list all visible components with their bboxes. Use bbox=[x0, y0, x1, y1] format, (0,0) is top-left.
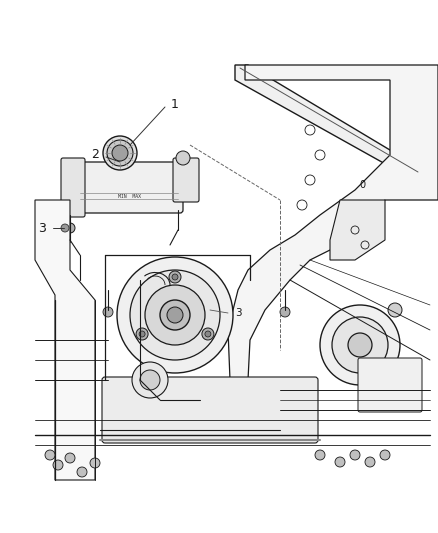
Circle shape bbox=[332, 317, 388, 373]
FancyBboxPatch shape bbox=[61, 158, 85, 217]
Circle shape bbox=[169, 271, 181, 283]
Circle shape bbox=[348, 333, 372, 357]
Text: 3: 3 bbox=[235, 308, 241, 318]
Circle shape bbox=[320, 305, 400, 385]
Circle shape bbox=[315, 450, 325, 460]
Circle shape bbox=[90, 458, 100, 468]
Circle shape bbox=[205, 331, 211, 337]
Circle shape bbox=[132, 362, 168, 398]
Circle shape bbox=[365, 457, 375, 467]
Circle shape bbox=[53, 460, 63, 470]
Circle shape bbox=[335, 457, 345, 467]
Circle shape bbox=[117, 257, 233, 373]
Text: 2: 2 bbox=[91, 149, 99, 161]
Text: MIN  MAX: MIN MAX bbox=[117, 193, 141, 198]
Circle shape bbox=[172, 274, 178, 280]
Circle shape bbox=[103, 136, 137, 170]
Circle shape bbox=[65, 453, 75, 463]
Circle shape bbox=[136, 328, 148, 340]
Text: 3: 3 bbox=[38, 222, 46, 235]
Circle shape bbox=[65, 223, 75, 233]
Circle shape bbox=[112, 145, 128, 161]
Circle shape bbox=[77, 467, 87, 477]
Circle shape bbox=[61, 224, 69, 232]
Circle shape bbox=[176, 151, 190, 165]
Polygon shape bbox=[235, 65, 415, 175]
Polygon shape bbox=[330, 200, 385, 260]
Circle shape bbox=[139, 331, 145, 337]
Circle shape bbox=[103, 307, 113, 317]
Circle shape bbox=[130, 270, 220, 360]
Text: 0: 0 bbox=[359, 180, 365, 190]
Circle shape bbox=[380, 450, 390, 460]
Polygon shape bbox=[35, 200, 95, 480]
Circle shape bbox=[350, 450, 360, 460]
FancyBboxPatch shape bbox=[173, 158, 199, 202]
Circle shape bbox=[140, 370, 160, 390]
Circle shape bbox=[160, 300, 190, 330]
FancyBboxPatch shape bbox=[102, 377, 318, 443]
FancyBboxPatch shape bbox=[358, 358, 422, 412]
Circle shape bbox=[107, 140, 133, 166]
Circle shape bbox=[45, 450, 55, 460]
Text: 1: 1 bbox=[171, 99, 179, 111]
Circle shape bbox=[280, 307, 290, 317]
Circle shape bbox=[388, 303, 402, 317]
FancyBboxPatch shape bbox=[72, 162, 183, 213]
Circle shape bbox=[167, 307, 183, 323]
Polygon shape bbox=[228, 65, 438, 380]
Circle shape bbox=[145, 285, 205, 345]
Circle shape bbox=[202, 328, 214, 340]
